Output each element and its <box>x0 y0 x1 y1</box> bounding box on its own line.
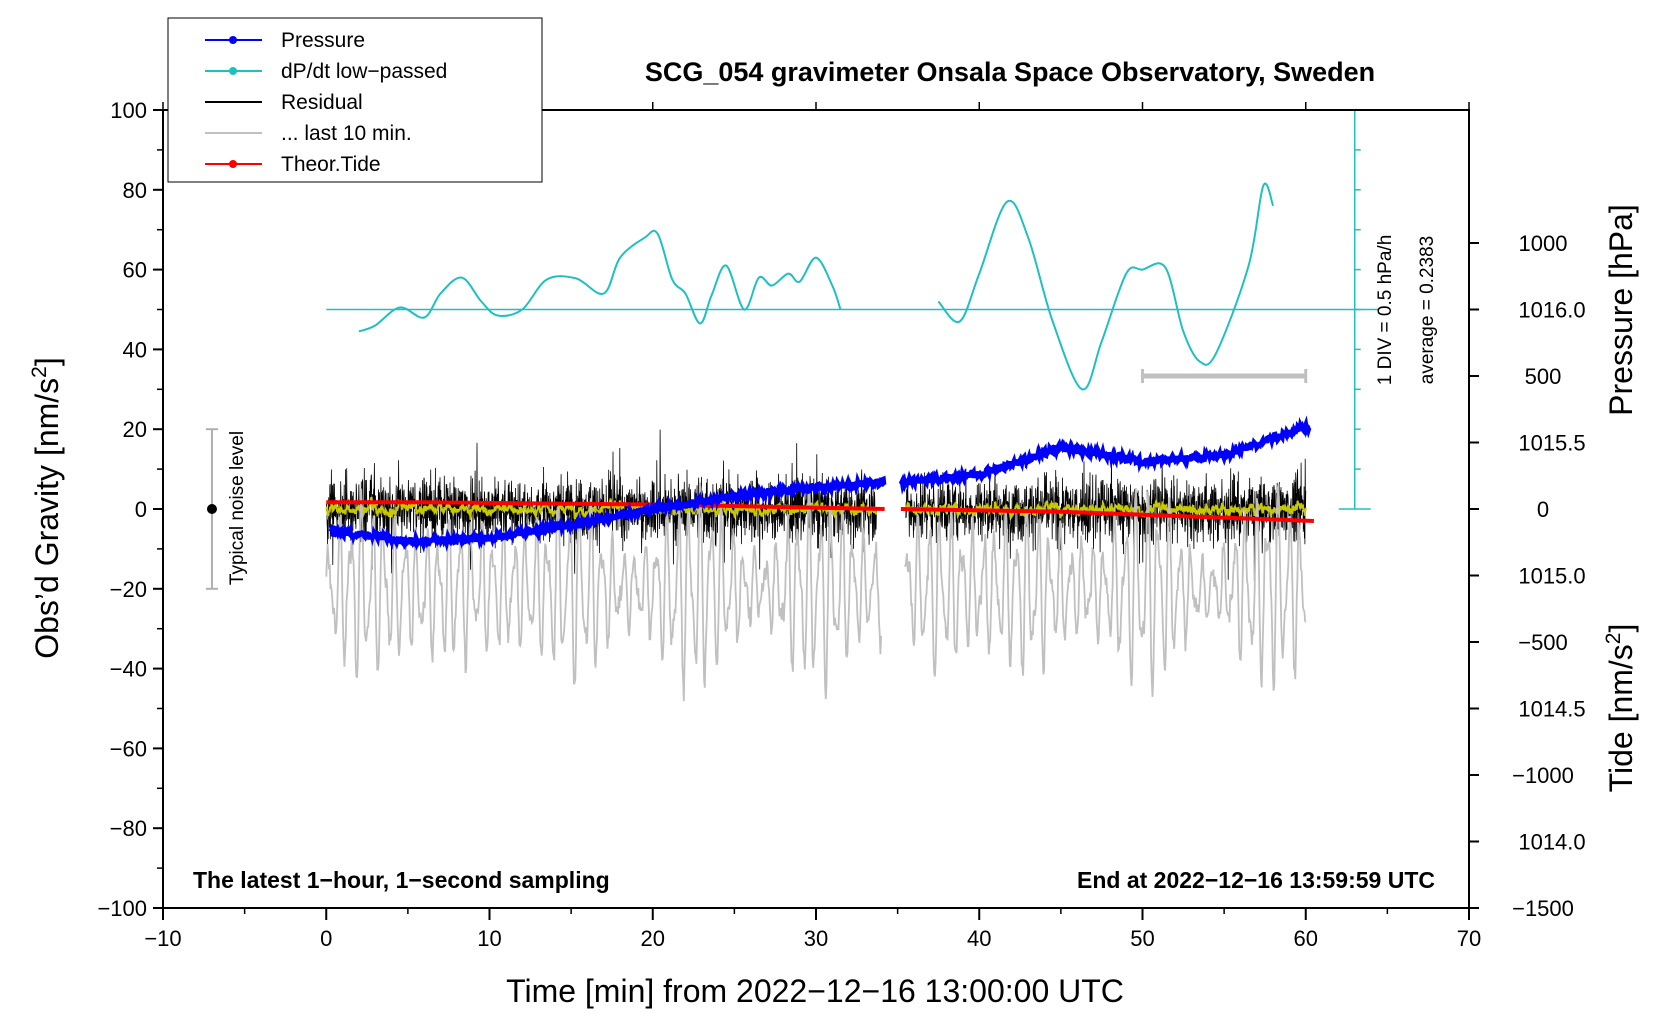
x-tick-label: 40 <box>967 926 991 951</box>
footer-right-note: End at 2022−12−16 13:59:59 UTC <box>1077 867 1435 893</box>
x-axis-title: Time [min] from 2022−12−16 13:00:00 UTC <box>506 973 1124 1009</box>
y-pressure-tick-label: 1015.5 <box>1518 431 1585 456</box>
x-tick-label: 30 <box>804 926 828 951</box>
legend-swatch-marker <box>229 160 237 168</box>
footer-left-note: The latest 1−hour, 1−second sampling <box>193 867 610 893</box>
legend-item-label: Theor.Tide <box>281 153 381 176</box>
y-pressure-tick-label: 1015.0 <box>1518 564 1585 589</box>
y-pressure-tick-label: 1016.0 <box>1518 298 1585 323</box>
y-tide-tick-label: 1000 <box>1519 231 1568 256</box>
noise-level-center-dot <box>206 504 217 514</box>
x-tick-label: 10 <box>477 926 501 951</box>
y-axis-left-title: Obs’d Gravity [nm/s2] <box>28 357 65 659</box>
pressure-series-line <box>328 471 887 554</box>
pressure-scale-average-label: average = 0.2383 <box>1417 236 1438 384</box>
x-tick-label: 0 <box>320 926 332 951</box>
y-pressure-tick-label: 1014.5 <box>1518 697 1585 722</box>
tide-series-line <box>326 500 1314 523</box>
y-left-title-main: Obs’d Gravity [nm/s <box>29 378 65 659</box>
residual-series-line <box>325 429 877 574</box>
y-left-tick-label: −40 <box>110 657 147 682</box>
legend-items: Pressure dP/dt low−passed Residual ... last… <box>205 29 447 176</box>
y-left-tick-label: −80 <box>110 816 147 841</box>
y-axis-pressure-title: Pressure [hPa] <box>1603 204 1639 416</box>
chart-title: SCG_054 gravimeter Onsala Space Observat… <box>645 57 1375 87</box>
y-left-tick-label: 80 <box>123 178 147 203</box>
x-tick-label: −10 <box>144 926 181 951</box>
y-left-tick-label: 20 <box>123 417 147 442</box>
y-axis-tide-title: Tide [nm/s2] <box>1602 624 1639 793</box>
y-left-title-close: ] <box>29 357 65 366</box>
y-tide-title-main: Tide [nm/s <box>1603 644 1639 792</box>
y-tide-tick-label: 500 <box>1525 364 1562 389</box>
legend-item-label: ... last 10 min. <box>281 122 412 145</box>
dpdt-series-line <box>358 229 842 333</box>
y-left-tick-label: −20 <box>110 577 147 602</box>
data-traces <box>205 109 1380 702</box>
y-left-tick-label: 100 <box>110 98 147 123</box>
y-left-tick-label: 60 <box>123 258 147 283</box>
y-left-tick-label: 0 <box>135 497 147 522</box>
legend-item-label: dP/dt low−passed <box>281 60 447 83</box>
legend-box <box>167 17 543 183</box>
y-left-title-sup: 2 <box>28 366 51 378</box>
dpdt-series-line <box>937 182 1275 391</box>
x-tick-label: 60 <box>1294 926 1318 951</box>
residual-smoothed-line <box>325 496 878 520</box>
legend: Pressure dP/dt low−passed Residual ... last… <box>167 17 543 183</box>
y-tide-title-sup: 2 <box>1602 633 1625 645</box>
legend-swatch-marker <box>229 67 237 75</box>
y-pressure-tick-label: 1014.0 <box>1518 830 1585 855</box>
legend-item-label: Residual <box>281 91 363 114</box>
y-tide-tick-label: −1500 <box>1512 896 1574 921</box>
y-left-tick-label: −60 <box>110 736 147 761</box>
legend-swatch-marker <box>229 36 237 44</box>
y-left-tick-label: −100 <box>97 896 147 921</box>
y-tide-tick-label: 0 <box>1537 497 1549 522</box>
x-tick-label: 20 <box>641 926 665 951</box>
last-10min-series-line <box>325 482 1307 702</box>
noise-level-label: Typical noise level <box>227 431 248 585</box>
y-tide-title-close: ] <box>1603 624 1639 633</box>
y-left-tick-label: 40 <box>123 337 147 362</box>
pressure-series-line <box>898 415 1312 496</box>
y-tide-tick-label: −500 <box>1518 630 1568 655</box>
axes: −10 0 10 20 30 40 50 60 70100806040200−20−40−60−… <box>97 98 1585 951</box>
x-tick-label: 50 <box>1130 926 1154 951</box>
x-tick-label: 70 <box>1457 926 1481 951</box>
legend-item-label: Pressure <box>281 29 365 52</box>
pressure-scale-div-label: 1 DIV = 0.5 hPa/h <box>1375 235 1396 386</box>
y-tide-tick-label: −1000 <box>1512 763 1574 788</box>
